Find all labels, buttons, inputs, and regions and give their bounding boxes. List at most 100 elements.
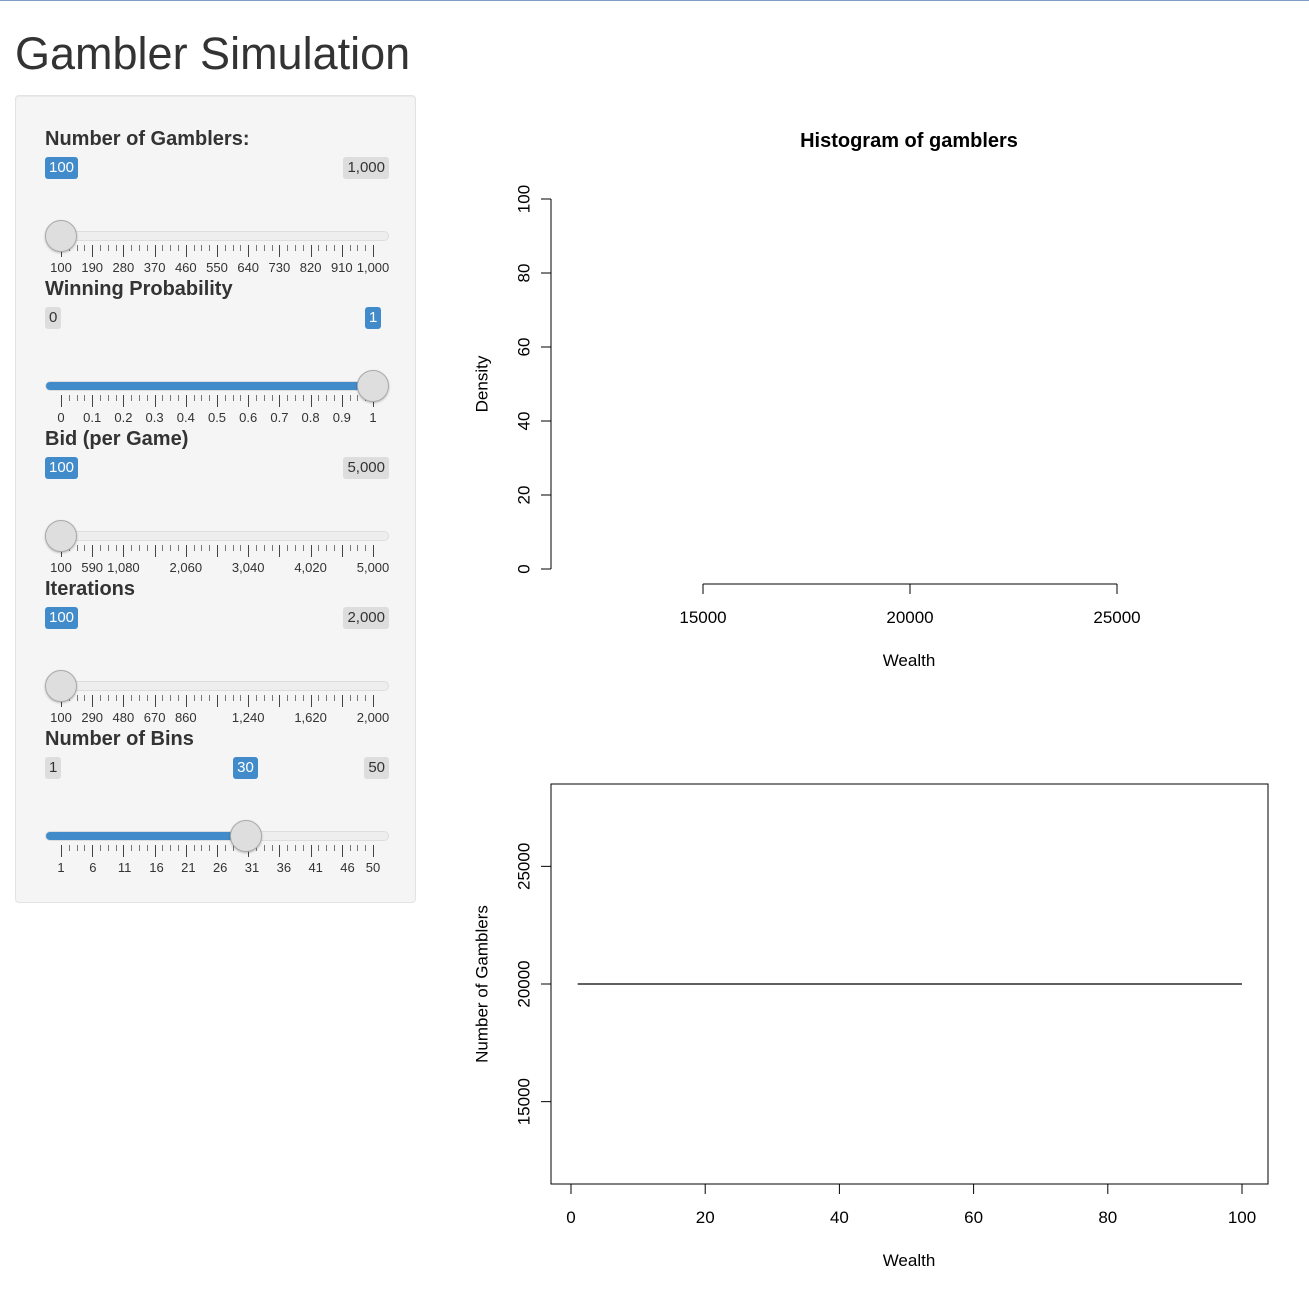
slider-fill	[46, 832, 247, 840]
minor-tick	[162, 545, 164, 551]
minor-tick	[232, 545, 234, 551]
minor-tick	[256, 245, 257, 251]
tick-label: 1,000	[356, 260, 390, 275]
major-tick	[279, 545, 281, 557]
y-tick-label: 20000	[514, 960, 533, 1007]
minor-tick	[131, 845, 133, 851]
tick-label: 11	[117, 860, 132, 875]
minor-tick	[263, 545, 265, 551]
major-tick	[123, 245, 125, 257]
minor-tick	[76, 695, 78, 701]
major-tick	[217, 545, 218, 557]
minor-tick	[295, 545, 296, 551]
x-tick-label: 20	[696, 1208, 715, 1227]
minor-tick	[84, 245, 86, 251]
slider-handle[interactable]	[45, 220, 77, 252]
slider-label: Number of Bins	[45, 728, 194, 750]
slider-iterations: Iterations 100 290 480 670 860 1,240 1,620 2,000…	[45, 577, 389, 725]
minor-tick	[302, 245, 304, 251]
x-tick-label: 15000	[679, 608, 726, 627]
tick-label: 100	[50, 260, 72, 275]
y-tick-label: 15000	[514, 1078, 533, 1125]
minor-tick	[295, 245, 296, 251]
minor-tick	[287, 695, 289, 701]
tick-label: 280	[112, 260, 135, 275]
minor-tick	[84, 695, 86, 701]
minor-tick	[240, 545, 242, 551]
minor-tick	[84, 545, 86, 551]
tick-label: 1	[369, 410, 377, 425]
minor-tick	[76, 545, 78, 551]
tick-label: 16	[149, 860, 164, 875]
tick-label: 820	[299, 260, 322, 275]
minor-tick	[146, 545, 148, 551]
y-tick-label: 25000	[514, 843, 533, 890]
slider-max-label: 5,000	[343, 457, 389, 479]
slider-value-label: 30	[233, 757, 258, 779]
slider-handle[interactable]	[45, 670, 77, 702]
minor-tick	[107, 845, 109, 851]
y-tick-label: 0	[514, 564, 533, 573]
slider-ticks	[45, 845, 389, 859]
major-tick	[92, 545, 94, 557]
minor-tick	[139, 695, 140, 701]
slider-value-label: 100	[45, 457, 79, 479]
major-tick	[341, 245, 343, 257]
minor-tick	[365, 245, 367, 251]
slider-max-label: 2,000	[343, 607, 389, 629]
slider-value-label: 100	[45, 157, 79, 179]
minor-tick	[100, 395, 101, 401]
tick-label: 1,620	[294, 710, 327, 725]
minor-tick	[115, 695, 117, 701]
minor-tick	[334, 845, 335, 851]
tick-label: 2,000	[356, 710, 390, 725]
minor-tick	[193, 545, 195, 551]
minor-tick	[193, 395, 195, 401]
x-tick-label: 80	[1098, 1208, 1117, 1227]
minor-tick	[263, 245, 265, 251]
major-tick	[310, 245, 312, 257]
major-tick	[92, 395, 94, 407]
minor-tick	[224, 395, 226, 401]
major-tick	[341, 845, 343, 857]
slider-track[interactable]	[45, 831, 389, 841]
minor-tick	[162, 695, 164, 701]
minor-tick	[76, 395, 78, 401]
minor-tick	[357, 545, 359, 551]
minor-tick	[100, 545, 101, 551]
tick-label: 0.1	[83, 410, 102, 425]
minor-tick	[287, 245, 289, 251]
minor-tick	[349, 245, 351, 251]
slider-handle[interactable]	[357, 370, 389, 402]
tick-label: 1,240	[231, 710, 265, 725]
minor-tick	[287, 545, 289, 551]
page-title: Gambler Simulation	[15, 28, 411, 79]
minor-tick	[232, 695, 234, 701]
minor-tick	[334, 245, 335, 251]
minor-tick	[302, 845, 304, 851]
slider-label: Winning Probability	[45, 278, 233, 300]
x-axis-label: Wealth	[883, 1251, 936, 1270]
minor-tick	[318, 245, 320, 251]
major-tick	[185, 545, 187, 557]
minor-tick	[178, 395, 179, 401]
minor-tick	[170, 845, 172, 851]
major-tick	[248, 695, 250, 707]
y-tick-label: 60	[514, 338, 533, 357]
tick-label: 0.8	[301, 410, 320, 425]
minor-tick	[139, 545, 140, 551]
major-tick	[217, 245, 218, 257]
minor-tick	[146, 395, 148, 401]
tick-label: 0.5	[207, 410, 227, 425]
major-tick	[279, 395, 281, 407]
slider-handle[interactable]	[229, 820, 262, 852]
minor-tick	[146, 845, 148, 851]
slider-handle[interactable]	[45, 520, 77, 552]
minor-tick	[295, 845, 296, 851]
minor-tick	[139, 395, 140, 401]
tick-label: 36	[276, 860, 292, 875]
minor-tick	[295, 695, 296, 701]
minor-tick	[178, 845, 179, 851]
minor-tick	[357, 845, 359, 851]
major-tick	[154, 545, 156, 557]
